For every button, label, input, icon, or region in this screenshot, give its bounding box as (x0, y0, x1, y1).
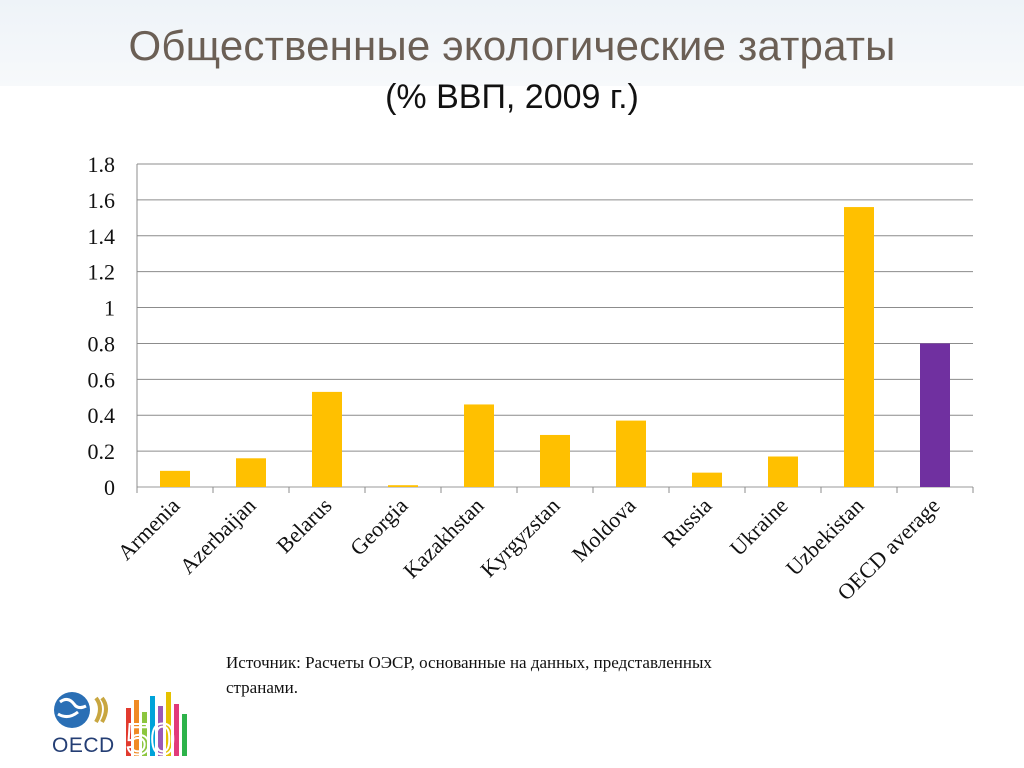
y-tick-label: 0.2 (88, 439, 116, 464)
bar (388, 485, 418, 487)
x-tick-label: Kazakhstan (398, 493, 488, 583)
oecd-logo: 50 OECD (50, 690, 195, 765)
y-tick-label: 1.2 (88, 260, 116, 285)
y-tick-label: 1 (104, 296, 115, 321)
slide-title: Общественные экологические затраты (128, 22, 896, 69)
bar (920, 343, 950, 487)
x-tick-label: Moldova (567, 493, 641, 567)
x-tick-label: Armenia (112, 493, 184, 565)
bar (616, 420, 646, 487)
y-tick-label: 1.8 (88, 152, 116, 177)
bar (844, 207, 874, 488)
x-tick-label: Georgia (345, 493, 413, 561)
bar (236, 458, 266, 487)
globe-icon (54, 692, 90, 728)
bar (540, 434, 570, 487)
logo-number: 50 (126, 715, 175, 760)
bars (160, 207, 950, 488)
x-tick-label: Kyrgyzstan (475, 493, 564, 582)
bar-chart: 0 0.2 0.4 0.6 0.8 1 1.2 1.4 1.6 1.8 ArmeniaAzerba… (88, 152, 974, 605)
y-tick-label: 0.8 (88, 331, 116, 356)
y-tick-label: 0 (104, 475, 115, 500)
x-tick-label: Belarus (271, 493, 336, 558)
x-tick-label: Azerbaijan (175, 493, 261, 579)
y-tick-label: 1.6 (88, 188, 116, 213)
bar (692, 472, 722, 487)
y-tick-label: 1.4 (88, 224, 116, 249)
slide-subtitle: (% ВВП, 2009 г.) (385, 78, 639, 116)
y-tick-label: 0.4 (88, 403, 116, 428)
bar (464, 404, 494, 487)
x-tick-label: Ukraine (725, 493, 793, 561)
y-tick-label: 0.6 (88, 367, 116, 392)
header-band (0, 0, 1024, 86)
x-tick-label: Russia (657, 493, 716, 552)
bar (768, 456, 798, 487)
source-note: Источник: Расчеты ОЭСР, основанные на да… (226, 653, 712, 697)
y-axis-ticks: 0 0.2 0.4 0.6 0.8 1 1.2 1.4 1.6 1.8 (88, 152, 116, 500)
bar (312, 391, 342, 487)
logo-text: OECD (52, 734, 115, 757)
bar (160, 470, 190, 487)
